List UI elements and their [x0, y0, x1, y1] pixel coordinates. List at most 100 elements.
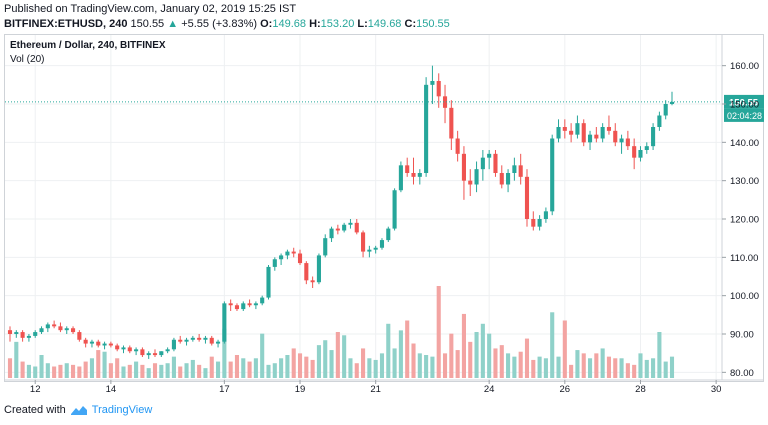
y-tick-label: 140.00	[730, 138, 759, 149]
candle-body	[152, 353, 158, 356]
candle-body	[146, 353, 151, 356]
y-tick-label: 120.00	[730, 215, 759, 226]
candle-body	[171, 339, 176, 350]
volume-bar	[121, 366, 126, 378]
volume-bar	[134, 361, 139, 378]
volume-bar	[159, 364, 164, 378]
candle-body	[587, 134, 593, 143]
volume-bar	[417, 353, 422, 378]
volume-bar	[152, 363, 158, 378]
candle-body	[266, 266, 271, 298]
candle-body	[247, 303, 252, 306]
candle-body	[657, 115, 662, 127]
candle-body	[600, 127, 605, 139]
candle-body	[222, 303, 227, 342]
volume-bar	[354, 363, 359, 378]
volume-bar	[45, 363, 50, 378]
volume-bar	[499, 345, 504, 378]
volume-bar	[632, 364, 637, 378]
candle-body	[272, 259, 277, 267]
low-value: 149.68	[367, 18, 402, 30]
volume-bar	[550, 312, 555, 378]
volume-bar	[190, 359, 195, 378]
candle-body	[52, 324, 57, 327]
volume-bar	[20, 361, 25, 378]
candle-body	[323, 238, 328, 256]
candle-body	[537, 219, 542, 227]
volume-bar	[424, 355, 429, 378]
volume-bar	[228, 361, 233, 378]
last-price: 150.55	[130, 18, 165, 30]
x-tick-label: 17	[219, 384, 230, 395]
volume-bar	[203, 368, 208, 378]
volume-bar	[386, 323, 391, 378]
last-price-box	[724, 94, 764, 109]
volume-bar	[373, 359, 378, 378]
candle-body	[253, 303, 258, 306]
volume-bar	[348, 358, 353, 378]
volume-bar	[184, 363, 189, 378]
x-tick-label: 26	[560, 384, 571, 395]
candle-body	[203, 337, 208, 340]
y-tick-label: 110.00	[730, 253, 758, 264]
candle-body	[411, 173, 416, 177]
candle-body	[556, 127, 561, 139]
candle-body	[379, 240, 385, 248]
volume-bar	[39, 355, 44, 378]
candle-body	[543, 211, 548, 219]
volume-bar	[613, 358, 618, 378]
chart-frame[interactable]	[4, 34, 764, 382]
volume-bar	[165, 363, 170, 378]
x-tick-label: 28	[635, 384, 646, 395]
volume-bar	[556, 356, 561, 378]
candle-body	[606, 127, 612, 131]
candle-body	[7, 330, 13, 334]
countdown-box	[724, 108, 764, 122]
volume-bar	[14, 341, 19, 378]
high-value: 153.20	[320, 18, 355, 30]
candle-body	[550, 138, 555, 212]
time-axis: 12141719212426283020193	[5, 379, 763, 395]
volume-bar	[102, 351, 107, 378]
volume-bar	[474, 332, 479, 378]
candle-body	[279, 255, 284, 260]
volume-bar	[272, 363, 277, 378]
candle-body	[165, 349, 170, 352]
x-tick-label: 24	[484, 384, 495, 395]
candle-body	[159, 351, 164, 356]
countdown-label: 02:04:28	[727, 111, 762, 121]
candle-body	[45, 324, 50, 329]
volume-bar	[461, 313, 466, 378]
volume-bar	[449, 333, 454, 378]
volume-bar	[398, 330, 403, 378]
candle-body	[474, 169, 479, 185]
volume-bar	[171, 356, 176, 378]
volume-bar	[7, 358, 13, 378]
candle-body	[644, 146, 649, 150]
candle-body	[121, 347, 126, 350]
volume-bar	[506, 353, 511, 378]
volume-bar	[669, 356, 675, 378]
volume-bar	[392, 348, 397, 378]
volume-bar	[52, 366, 57, 378]
candle-body	[562, 127, 567, 131]
volume-bar	[379, 353, 385, 378]
volume-bar	[58, 364, 63, 378]
candle-body	[335, 228, 340, 231]
volume-bar	[638, 353, 643, 378]
candle-body	[329, 228, 334, 239]
candle-body	[216, 341, 221, 344]
volume-bar	[77, 366, 82, 378]
volume-bar	[442, 353, 448, 378]
candle-body	[297, 253, 303, 264]
candle-body	[417, 173, 422, 177]
x-tick-label: 12	[30, 384, 41, 395]
volume-bar	[543, 358, 548, 378]
candle-body	[392, 190, 397, 229]
candle-body	[241, 303, 246, 310]
open-label: O:	[260, 18, 273, 30]
volume-bar	[644, 359, 649, 378]
price-change: +5.55 (+3.83%)	[181, 18, 258, 30]
volume-bar	[405, 320, 410, 378]
